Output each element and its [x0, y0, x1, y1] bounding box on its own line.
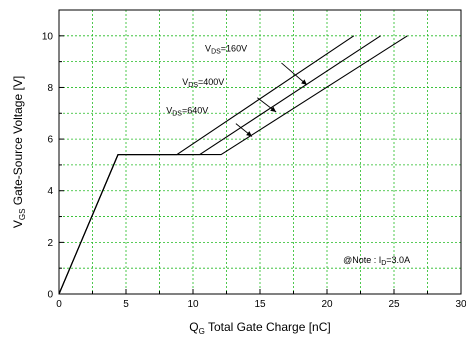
x-tick-label: 0	[56, 299, 62, 310]
y-tick-label: 4	[47, 186, 53, 197]
x-tick-label: 10	[187, 299, 199, 310]
series-labels: VDS=160V VDS=400V VDS=640V	[166, 43, 308, 137]
series-label-arrow-1	[281, 62, 308, 86]
y-tick-label: 8	[47, 83, 53, 94]
grid	[59, 10, 461, 294]
axis-ticks: 0 5 10 15 20 25 30 0 2 4 6 8 10	[42, 31, 466, 310]
y-tick-label: 0	[47, 290, 53, 301]
arrow-head-2	[270, 106, 277, 112]
x-tick-label: 20	[321, 299, 333, 310]
series-group	[58, 35, 408, 295]
series-label-3: VDS=640V	[166, 105, 208, 117]
arrow-head-1	[301, 79, 307, 85]
x-axis-label: QG Total Gate Charge [nC]	[189, 320, 330, 336]
x-tick-label: 30	[455, 299, 466, 310]
y-tick-label: 10	[42, 31, 54, 42]
series-label-2: VDS=400V	[182, 77, 224, 89]
series-line-3	[58, 35, 408, 295]
y-axis-label: VGS Gate-Source Voltage [V]	[11, 76, 27, 228]
x-tick-label: 5	[123, 299, 129, 310]
y-tick-label: 6	[47, 135, 53, 146]
x-tick-label: 25	[388, 299, 400, 310]
series-label-1: VDS=160V	[205, 43, 247, 55]
test-condition-note: @Note : ID=3.0A	[343, 255, 410, 267]
x-tick-label: 15	[254, 299, 266, 310]
y-tick-label: 2	[47, 238, 53, 249]
arrow-head-3	[246, 131, 252, 137]
